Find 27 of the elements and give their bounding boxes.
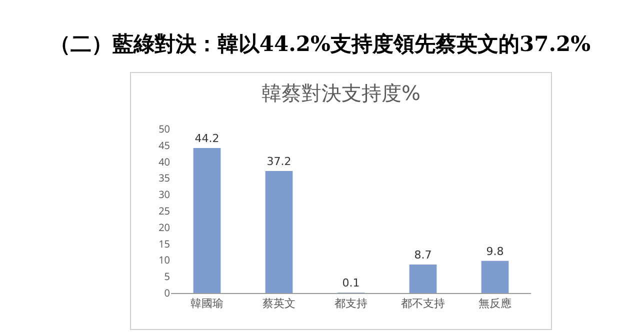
data-label: 0.1 [342,276,360,290]
y-tick-label: 10 [158,252,170,267]
y-tick-label: 5 [164,269,170,284]
data-label: 9.8 [486,244,504,258]
x-tick-label: 無反應 [478,296,512,312]
y-tick-label: 40 [158,154,170,168]
chart-subtitle: 韓蔡對決支持度% [261,80,421,105]
y-tick-label: 35 [158,170,170,185]
y-tick-label: 30 [158,187,170,202]
y-tick-label: 0 [164,286,170,300]
x-tick-label: 蔡英文 [262,296,296,312]
bar [265,170,293,293]
chart-title: （二）藍綠對決：韓以44.2%支持度領先蔡英文的37.2% [48,30,592,58]
bar [409,264,437,293]
x-tick-label: 都不支持 [401,296,445,312]
bar [481,260,509,293]
x-tick-label: 韓國瑜 [190,296,224,312]
y-tick-label: 45 [158,138,170,152]
y-tick-label: 15 [158,236,170,250]
data-label: 44.2 [194,132,220,146]
x-tick-label: 都支持 [334,296,368,312]
y-tick-label: 50 [158,122,170,136]
y-tick-label: 25 [158,204,170,218]
bar [193,148,221,293]
y-tick-label: 20 [158,220,170,234]
data-label: 37.2 [266,154,292,168]
data-label: 8.7 [414,248,432,262]
